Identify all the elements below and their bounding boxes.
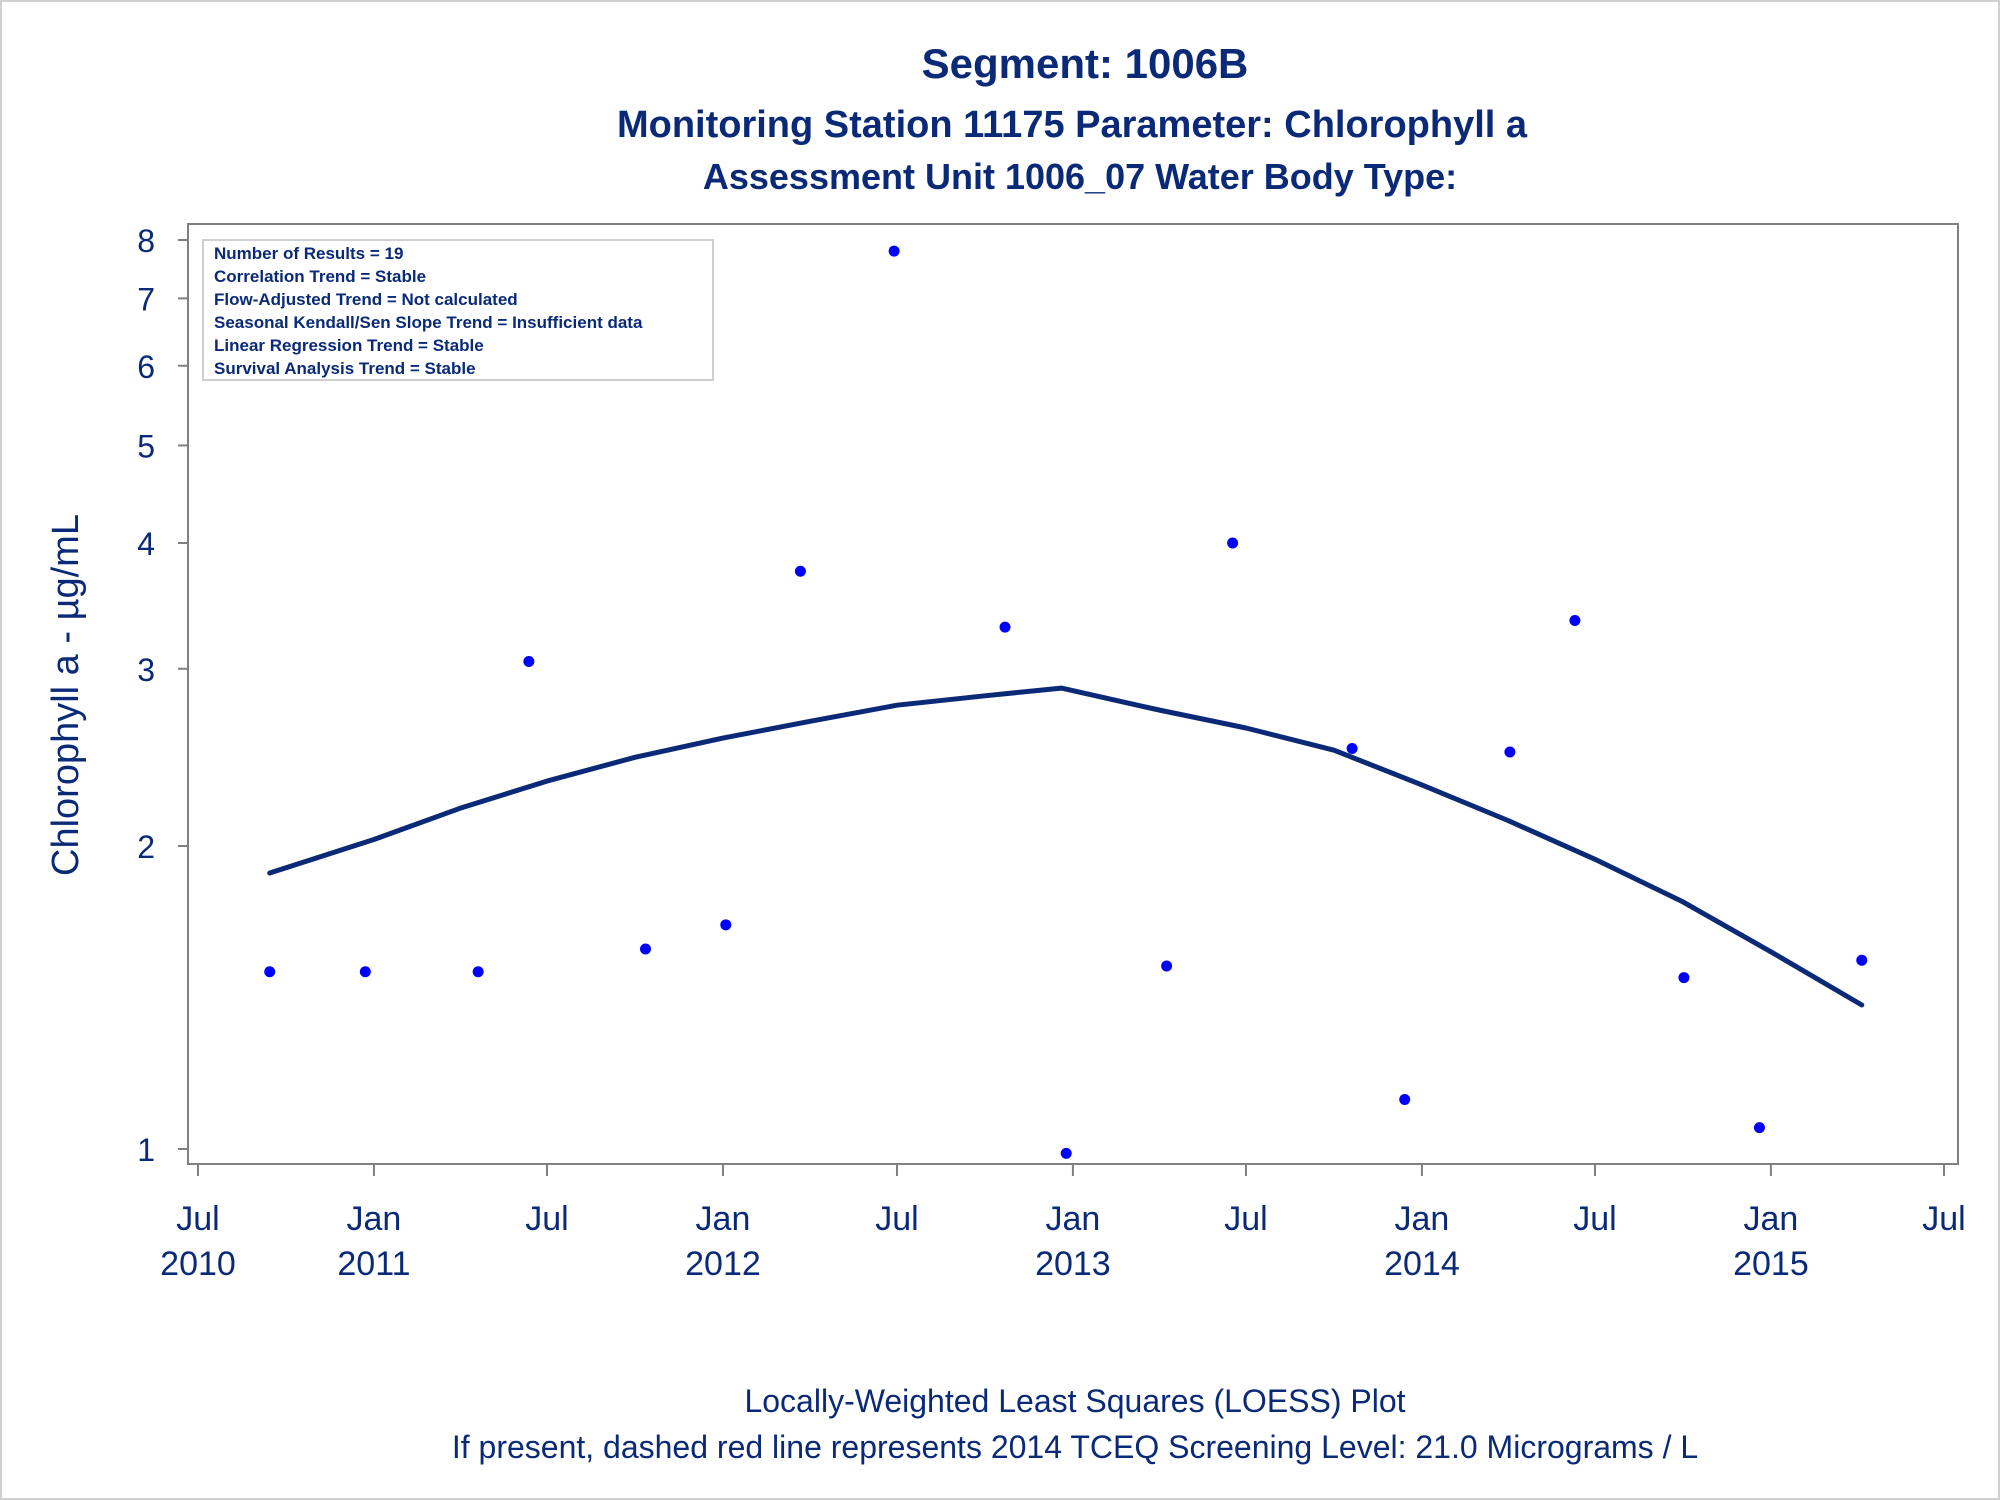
- x-tick-year-label: 2015: [1733, 1245, 1809, 1283]
- x-tick-label: Jan: [1395, 1200, 1450, 1238]
- data-point: [264, 966, 276, 978]
- data-point: [1227, 537, 1239, 549]
- data-point: [359, 966, 371, 978]
- chart-title: Segment: 1006B: [922, 40, 1249, 87]
- x-axis: Jul 2010 Jan 2011 Jul Jan 2012 Jul Jan 2013 Jul Jan…: [160, 1164, 1966, 1283]
- x-tick-label: Jul: [525, 1200, 568, 1238]
- y-axis: 1 2 3 4 5 6 7 8: [137, 223, 188, 1168]
- x-tick-label: Jan: [696, 1200, 751, 1238]
- chart-subtitle: Monitoring Station 11175 Parameter: Chlo…: [617, 104, 1528, 146]
- data-point: [523, 656, 535, 668]
- y-tick-label: 8: [137, 223, 155, 259]
- y-tick-label: 1: [137, 1132, 155, 1168]
- y-tick-label: 6: [137, 349, 155, 385]
- x-tick-year-label: 2011: [337, 1245, 410, 1283]
- x-tick-year-label: 2010: [160, 1245, 236, 1283]
- x-tick-label: Jan: [347, 1200, 402, 1238]
- y-tick-label: 2: [137, 829, 155, 865]
- inset-line: Correlation Trend = Stable: [214, 267, 426, 286]
- y-axis-label: Chlorophyll a - µg/mL: [45, 514, 87, 876]
- x-tick-label: Jul: [1224, 1200, 1267, 1238]
- x-tick-year-label: 2013: [1035, 1245, 1111, 1283]
- y-tick-label: 4: [137, 526, 155, 562]
- y-tick-label: 5: [137, 428, 155, 464]
- x-tick-label: Jan: [1744, 1200, 1799, 1238]
- chart-subtitle-2: Assessment Unit 1006_07 Water Body Type:: [703, 156, 1457, 197]
- data-point: [1678, 972, 1690, 984]
- x-tick-label: Jul: [1922, 1200, 1965, 1238]
- data-point: [1060, 1147, 1072, 1159]
- x-tick-label: Jul: [1573, 1200, 1616, 1238]
- x-tick-label: Jan: [1045, 1200, 1100, 1238]
- data-point: [1161, 960, 1173, 972]
- data-point: [472, 966, 484, 978]
- data-point: [1504, 746, 1516, 758]
- data-point: [639, 943, 651, 955]
- data-point: [1569, 615, 1581, 627]
- statistics-inset: Number of Results = 19 Correlation Trend…: [202, 239, 714, 381]
- data-point: [1346, 742, 1358, 754]
- data-point: [720, 919, 732, 931]
- x-tick-year-label: 2014: [1384, 1245, 1460, 1283]
- data-point: [794, 565, 806, 577]
- y-tick-label: 3: [137, 652, 155, 688]
- y-tick-label: 7: [137, 281, 155, 317]
- loess-line: [267, 685, 1865, 1008]
- data-point: [1753, 1122, 1765, 1134]
- data-point: [1399, 1093, 1411, 1105]
- data-point: [999, 621, 1011, 633]
- inset-line: Survival Analysis Trend = Stable: [214, 359, 476, 378]
- inset-line: Number of Results = 19: [214, 244, 403, 263]
- x-tick-label: Jul: [176, 1200, 219, 1238]
- footnote-1: Locally-Weighted Least Squares (LOESS) P…: [744, 1383, 1405, 1419]
- series-layer: [264, 245, 1868, 1159]
- statistics-box: [202, 239, 714, 381]
- inset-line: Flow-Adjusted Trend = Not calculated: [214, 290, 518, 309]
- inset-line: Seasonal Kendall/Sen Slope Trend = Insuf…: [214, 313, 643, 332]
- data-point: [1856, 954, 1868, 966]
- inset-line: Linear Regression Trend = Stable: [214, 336, 484, 355]
- x-tick-label: Jul: [875, 1200, 918, 1238]
- x-tick-year-label: 2012: [685, 1245, 761, 1283]
- footnote-2: If present, dashed red line represents 2…: [452, 1429, 1698, 1465]
- data-point: [888, 245, 900, 257]
